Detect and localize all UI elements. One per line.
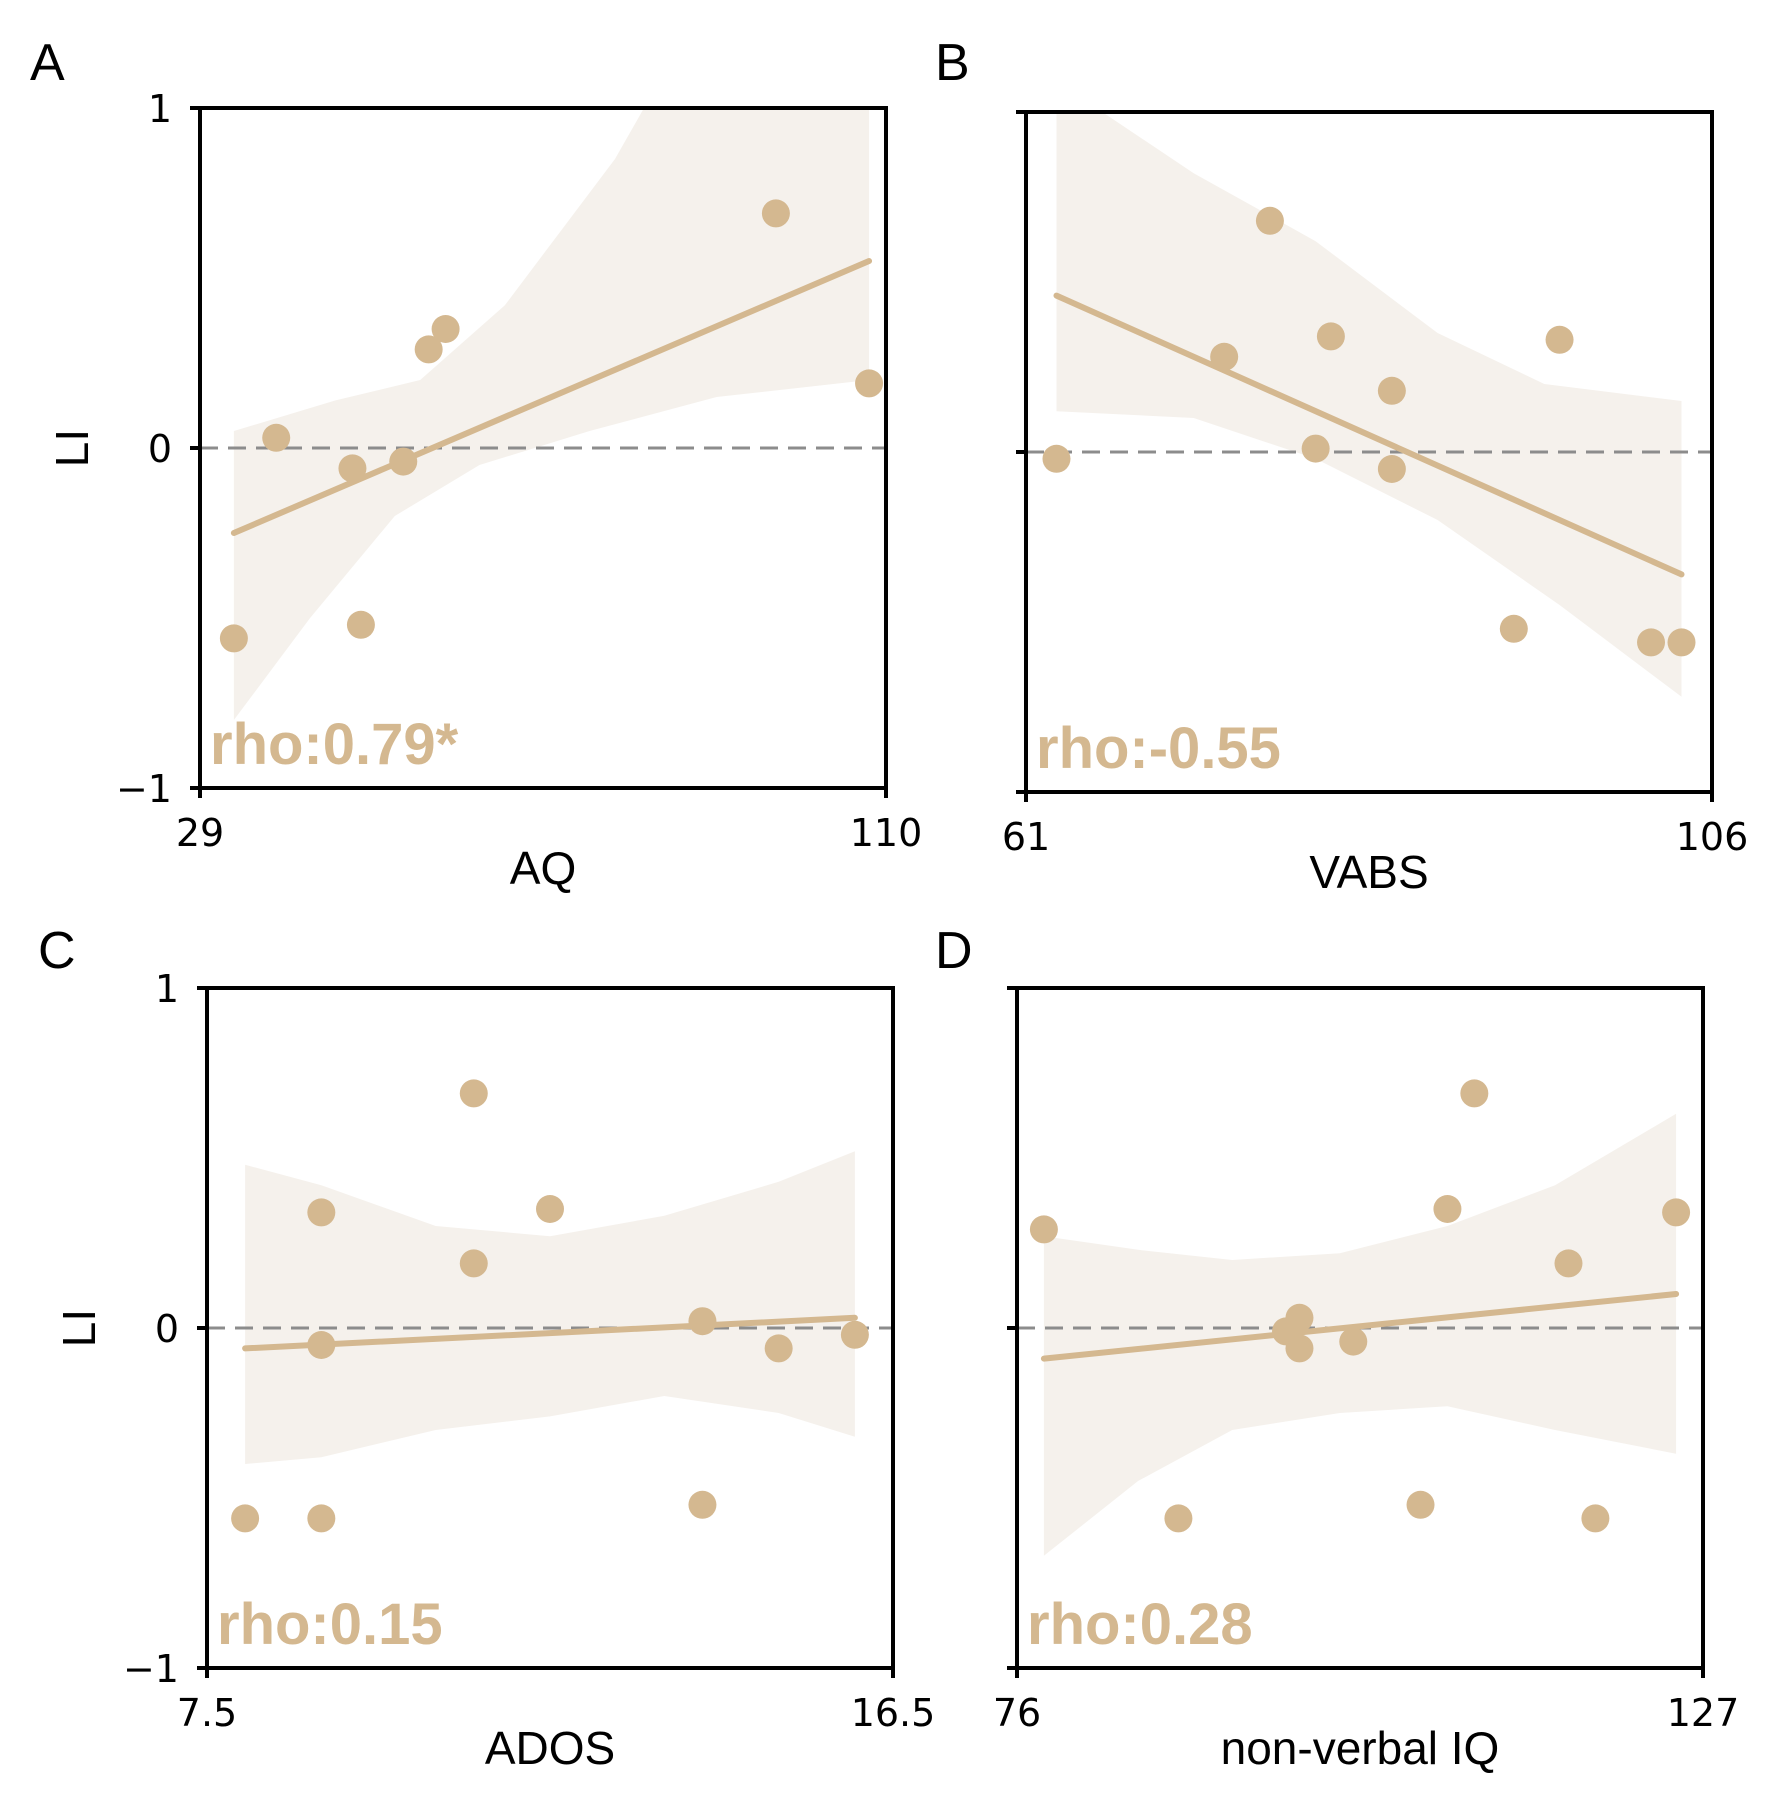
x-tick-label: 106: [1676, 815, 1749, 859]
y-tick-label: 1: [155, 967, 179, 1011]
data-point: [1164, 1504, 1193, 1533]
regression-line: [1053, 292, 1685, 578]
x-tick-label: 29: [176, 811, 224, 855]
confidence-band: [1056, 112, 1682, 697]
data-point: [338, 454, 367, 483]
data-point: [1545, 325, 1574, 354]
x-tick-label: 127: [1667, 1691, 1740, 1735]
data-point: [219, 624, 248, 653]
data-point: [1042, 444, 1071, 473]
data-point: [1377, 455, 1406, 483]
y-axis-title: LI: [53, 1309, 105, 1347]
data-point: [1029, 1215, 1058, 1244]
panel-letter: D: [935, 922, 973, 980]
rho-annotation: rho:0.79*: [210, 712, 459, 777]
data-point: [307, 1198, 336, 1227]
data-point: [262, 423, 291, 452]
panel-letter: C: [38, 922, 76, 980]
data-point: [840, 1320, 869, 1349]
data-point: [1581, 1504, 1610, 1533]
data-point: [346, 610, 375, 639]
data-point: [1339, 1327, 1368, 1356]
y-tick-label: 0: [155, 1307, 179, 1351]
panel-c: 1 0 −17.5 16.5 ADOS LI rho:0.15 C: [38, 922, 935, 1774]
data-point: [1255, 206, 1284, 235]
data-point: [1667, 628, 1696, 657]
panel-d: 76 127 non-verbal IQ rho:0.28 D: [935, 922, 1739, 1774]
data-point: [1210, 342, 1239, 371]
regression-line: [1040, 1291, 1680, 1362]
confidence-band: [233, 108, 870, 720]
data-point: [761, 199, 790, 228]
regression-line: [242, 1314, 858, 1352]
data-point: [307, 1331, 336, 1359]
x-axis-title: non-verbal IQ: [1221, 1722, 1500, 1774]
x-tick-label: 7.5: [177, 1691, 237, 1735]
data-point: [1662, 1198, 1691, 1227]
data-point: [431, 315, 460, 343]
data-point: [1433, 1195, 1462, 1223]
rho-annotation: rho:0.15: [217, 1592, 443, 1657]
data-point: [389, 447, 418, 476]
data-point: [1554, 1249, 1583, 1278]
x-axis-title: AQ: [510, 842, 576, 894]
data-point: [1285, 1334, 1314, 1363]
data-point: [1377, 376, 1406, 405]
x-axis-title: VABS: [1309, 846, 1428, 898]
data-point: [1301, 434, 1330, 463]
rho-annotation: rho:-0.55: [1036, 716, 1281, 781]
x-tick-label: 16.5: [851, 1691, 936, 1735]
y-tick-label: 1: [148, 87, 172, 131]
x-tick-label: 61: [1002, 815, 1050, 859]
panel-letter: B: [935, 34, 970, 92]
data-point: [688, 1490, 717, 1519]
x-tick-label: 110: [850, 811, 923, 855]
x-tick-label: 76: [993, 1691, 1041, 1735]
data-point: [1460, 1079, 1489, 1108]
panel-b: 61 106 VABS rho:-0.55 B: [935, 34, 1748, 898]
x-axis-title: ADOS: [485, 1722, 615, 1774]
y-axis-title: LI: [46, 429, 98, 467]
data-point: [855, 369, 884, 398]
y-tick-label: 0: [148, 427, 172, 471]
data-point: [1285, 1303, 1314, 1332]
panel-letter: A: [30, 34, 65, 92]
data-point: [1499, 614, 1528, 643]
regression-line: [230, 258, 873, 536]
data-point: [536, 1195, 564, 1223]
rho-annotation: rho:0.28: [1027, 1592, 1253, 1657]
data-point: [459, 1249, 488, 1278]
panel-a: 1 0 −129 110 AQ LI rho:0.79* A: [30, 34, 923, 894]
data-point: [1316, 322, 1345, 351]
y-tick-label: −1: [123, 1647, 179, 1691]
data-point: [1406, 1490, 1435, 1519]
data-point: [688, 1307, 717, 1336]
data-point: [231, 1504, 260, 1533]
y-tick-label: −1: [116, 767, 172, 811]
data-point: [307, 1504, 336, 1533]
data-point: [764, 1334, 793, 1363]
data-point: [1637, 628, 1666, 657]
data-point: [414, 335, 443, 364]
confidence-band: [245, 1151, 855, 1464]
data-point: [459, 1079, 488, 1108]
